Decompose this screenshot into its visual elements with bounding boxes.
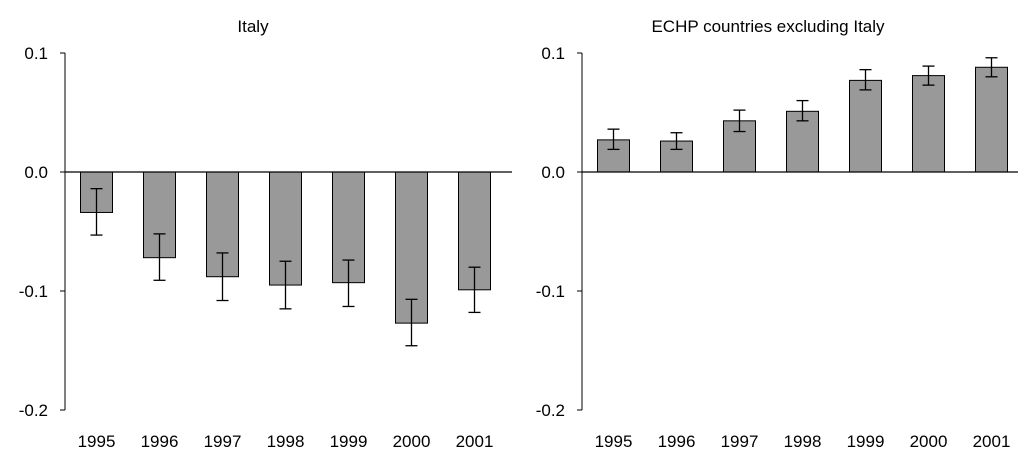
x-tick-label: 1996 [141, 432, 179, 451]
chart-title: ECHP countries excluding Italy [651, 17, 885, 36]
x-tick-label: 2000 [910, 432, 948, 451]
x-tick-label: 1995 [595, 432, 633, 451]
bar [975, 66, 1008, 173]
x-tick-label: 2001 [973, 432, 1011, 451]
y-tick-label: -0.2 [19, 401, 48, 420]
chart-title: Italy [237, 17, 269, 36]
y-tick-label: -0.1 [19, 282, 48, 301]
chart-panel-italy: Italy 0.1 0.0 -0.1 -0.2 1995 1996 1997 1998 1999… [19, 17, 512, 451]
x-tick-label: 1997 [204, 432, 242, 451]
y-tick-label: 0.1 [24, 44, 48, 63]
bar [786, 110, 819, 173]
x-tick-label: 1997 [721, 432, 759, 451]
x-tick-label: 2001 [456, 432, 494, 451]
bar [912, 75, 945, 173]
y-tick-label: 0.1 [541, 44, 565, 63]
x-tick-label: 1998 [784, 432, 822, 451]
chart-panel-echp-excluding-italy: ECHP countries excluding Italy 0.1 0.0 -0.… [536, 17, 1018, 451]
x-tick-label: 1999 [330, 432, 368, 451]
x-tick-label: 1995 [78, 432, 116, 451]
x-tick-label: 2000 [393, 432, 431, 451]
x-tick-label: 1998 [267, 432, 305, 451]
x-tick-label: 1996 [658, 432, 696, 451]
y-tick-label: 0.0 [24, 163, 48, 182]
x-tick-label: 1999 [847, 432, 885, 451]
y-tick-label: -0.2 [536, 401, 565, 420]
bar [849, 79, 882, 173]
y-tick-label: -0.1 [536, 282, 565, 301]
y-tick-label: 0.0 [541, 163, 565, 182]
